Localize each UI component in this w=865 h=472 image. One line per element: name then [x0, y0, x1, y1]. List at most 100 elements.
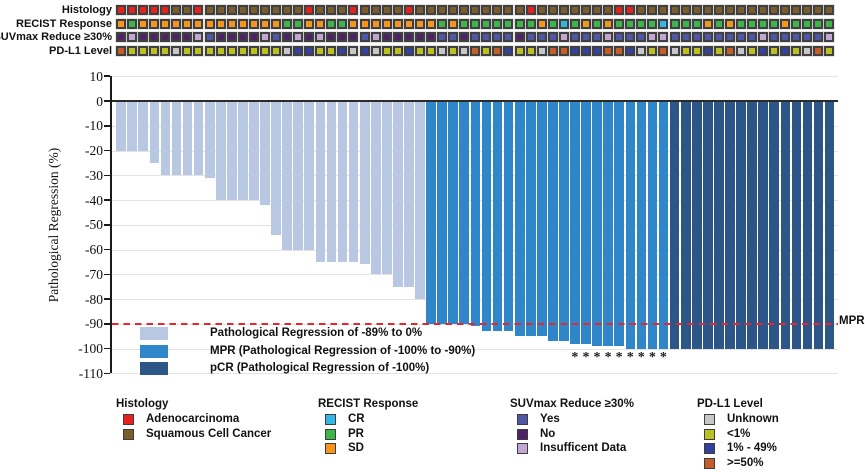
- track-cell-suvmax: [702, 32, 713, 42]
- y-tick-label: 10: [89, 68, 104, 84]
- track-cell-pdl1: [348, 45, 359, 56]
- track-cell-histology: [503, 5, 514, 15]
- bottom-legend-item: SD: [318, 442, 418, 457]
- track-cell-recist: [459, 18, 470, 29]
- bar: [215, 102, 226, 201]
- track-cell-suvmax: [769, 32, 780, 42]
- track-cell-pdl1: [270, 45, 281, 56]
- bar: [426, 102, 436, 324]
- track-cell-pdl1: [702, 45, 713, 56]
- track-cell-recist: [724, 18, 735, 29]
- track-cell-suvmax: [171, 32, 182, 42]
- track-cell-suvmax: [724, 32, 735, 42]
- bar: [503, 102, 514, 332]
- bottom-legend-label: PR: [348, 427, 364, 440]
- track-cell-recist: [425, 18, 436, 29]
- bottom-legend-title: Histology: [116, 398, 169, 410]
- track-cell-recist: [348, 18, 359, 29]
- bar: [171, 102, 182, 176]
- track-cell-histology: [403, 5, 414, 15]
- track-cell-histology: [735, 5, 746, 15]
- track-cell-recist: [746, 18, 757, 29]
- bottom-legend-item: <1%: [697, 428, 763, 443]
- significance-asterisk: *: [593, 349, 601, 365]
- track-cell-pdl1: [193, 45, 204, 56]
- track-cell-pdl1: [448, 45, 459, 56]
- bottom-legend-swatch: [325, 428, 336, 440]
- bottom-legend-swatch: [517, 443, 528, 455]
- bottom-legend-suvmax: SUVmax Reduce ≥30% Yes No Insufficent Data: [510, 398, 634, 457]
- track-cell-suvmax: [149, 32, 160, 42]
- y-axis-tick: [104, 372, 110, 375]
- track-cell-recist: [437, 18, 448, 29]
- track-cell-suvmax: [658, 32, 669, 42]
- bar: [658, 102, 669, 349]
- track-cell-recist: [813, 18, 824, 29]
- track-cell-histology: [337, 5, 348, 15]
- track-cell-suvmax: [282, 32, 293, 42]
- bar: [559, 102, 569, 342]
- bar: [603, 102, 614, 347]
- track-cell-pdl1: [160, 45, 171, 56]
- track-cell-histology: [116, 5, 126, 15]
- gridline: [110, 373, 838, 375]
- track-cell-recist: [569, 18, 580, 29]
- bar: [647, 102, 658, 349]
- track-cell-recist: [193, 18, 204, 29]
- track-cell-histology: [315, 5, 326, 15]
- track-cell-pdl1: [592, 45, 602, 56]
- track-cell-pdl1: [171, 45, 182, 56]
- track-cell-pdl1: [647, 45, 658, 56]
- bottom-legend-item: Unknown: [697, 413, 779, 428]
- track-cell-pdl1: [226, 45, 237, 56]
- track-cell-pdl1: [514, 45, 525, 56]
- track-cell-recist: [791, 18, 802, 29]
- legend-swatch-regression: [140, 327, 168, 340]
- bar: [691, 102, 702, 349]
- bar: [614, 102, 625, 347]
- track-cell-recist: [315, 18, 326, 29]
- track-cell-histology: [580, 5, 591, 15]
- bar: [824, 102, 835, 349]
- bottom-legend-title: PD-L1 Level: [697, 398, 763, 410]
- track-cell-recist: [248, 18, 259, 29]
- track-cell-pdl1: [558, 45, 569, 56]
- track-cell-suvmax: [569, 32, 580, 42]
- track-cell-recist: [680, 18, 691, 29]
- bottom-legend-label: CR: [348, 413, 365, 425]
- bar: [271, 102, 281, 235]
- track-cell-recist: [592, 18, 602, 29]
- track-cell-suvmax: [437, 32, 448, 42]
- track-cell-pdl1: [525, 45, 536, 56]
- track-cell-histology: [702, 5, 713, 15]
- track-cell-histology: [647, 5, 658, 15]
- bar: [813, 102, 824, 349]
- track-cell-histology: [724, 5, 735, 15]
- track-cell-suvmax: [669, 32, 680, 42]
- mpr-reference-line: [112, 322, 838, 325]
- track-cell-histology: [536, 5, 547, 15]
- bar: [714, 102, 724, 349]
- track-cell-pdl1: [182, 45, 193, 56]
- track-cell-suvmax: [116, 32, 126, 42]
- track-cell-pdl1: [625, 45, 636, 56]
- y-tick-label: -60: [85, 242, 103, 258]
- track-cell-suvmax: [348, 32, 359, 42]
- bar: [459, 102, 470, 324]
- track-cell-suvmax: [713, 32, 724, 42]
- track-cell-suvmax: [503, 32, 514, 42]
- y-axis-tick: [104, 75, 110, 77]
- bar: [736, 102, 746, 349]
- bottom-legend-item: Insufficent Data: [510, 442, 634, 457]
- y-tick-label: -90: [85, 316, 103, 332]
- track-cell-histology: [746, 5, 757, 15]
- track-cell-pdl1: [680, 45, 691, 56]
- track-cell-histology: [791, 5, 802, 15]
- track-cell-histology: [160, 5, 171, 15]
- track-cell-recist: [293, 18, 304, 29]
- bottom-legend-swatch: [704, 443, 715, 455]
- bar: [669, 102, 680, 349]
- track-cell-recist: [547, 18, 558, 29]
- track-cell-pdl1: [769, 45, 780, 56]
